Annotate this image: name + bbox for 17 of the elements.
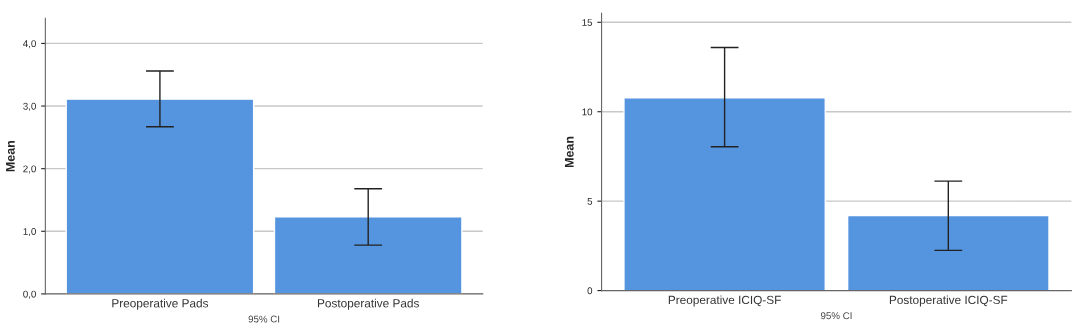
x-tick-label: Postoperative Pads	[317, 298, 419, 310]
y-axis-title: Mean	[6, 140, 15, 172]
x-axis-title: 95% CI	[820, 312, 852, 320]
x-tick-label: Postoperative ICIQ-SF	[889, 295, 1008, 307]
x-axis-title: 95% CI	[248, 315, 280, 323]
y-tick-label: 5	[587, 197, 593, 205]
x-tick-label: Preoperative Pads	[112, 298, 209, 310]
y-tick-label: 0,0	[23, 290, 36, 299]
x-tick-label: Preoperative ICIQ-SF	[668, 295, 781, 307]
y-tick-label: 15	[582, 19, 593, 26]
y-tick-label: 1,0	[23, 228, 36, 237]
y-axis-title: Mean	[564, 136, 574, 168]
y-tick-label: 3,0	[23, 102, 36, 111]
y-tick-label: 4,0	[23, 40, 36, 49]
y-tick-label: 2,0	[23, 165, 36, 174]
y-tick-label: 10	[582, 108, 593, 116]
y-tick-label: 0	[587, 287, 593, 295]
